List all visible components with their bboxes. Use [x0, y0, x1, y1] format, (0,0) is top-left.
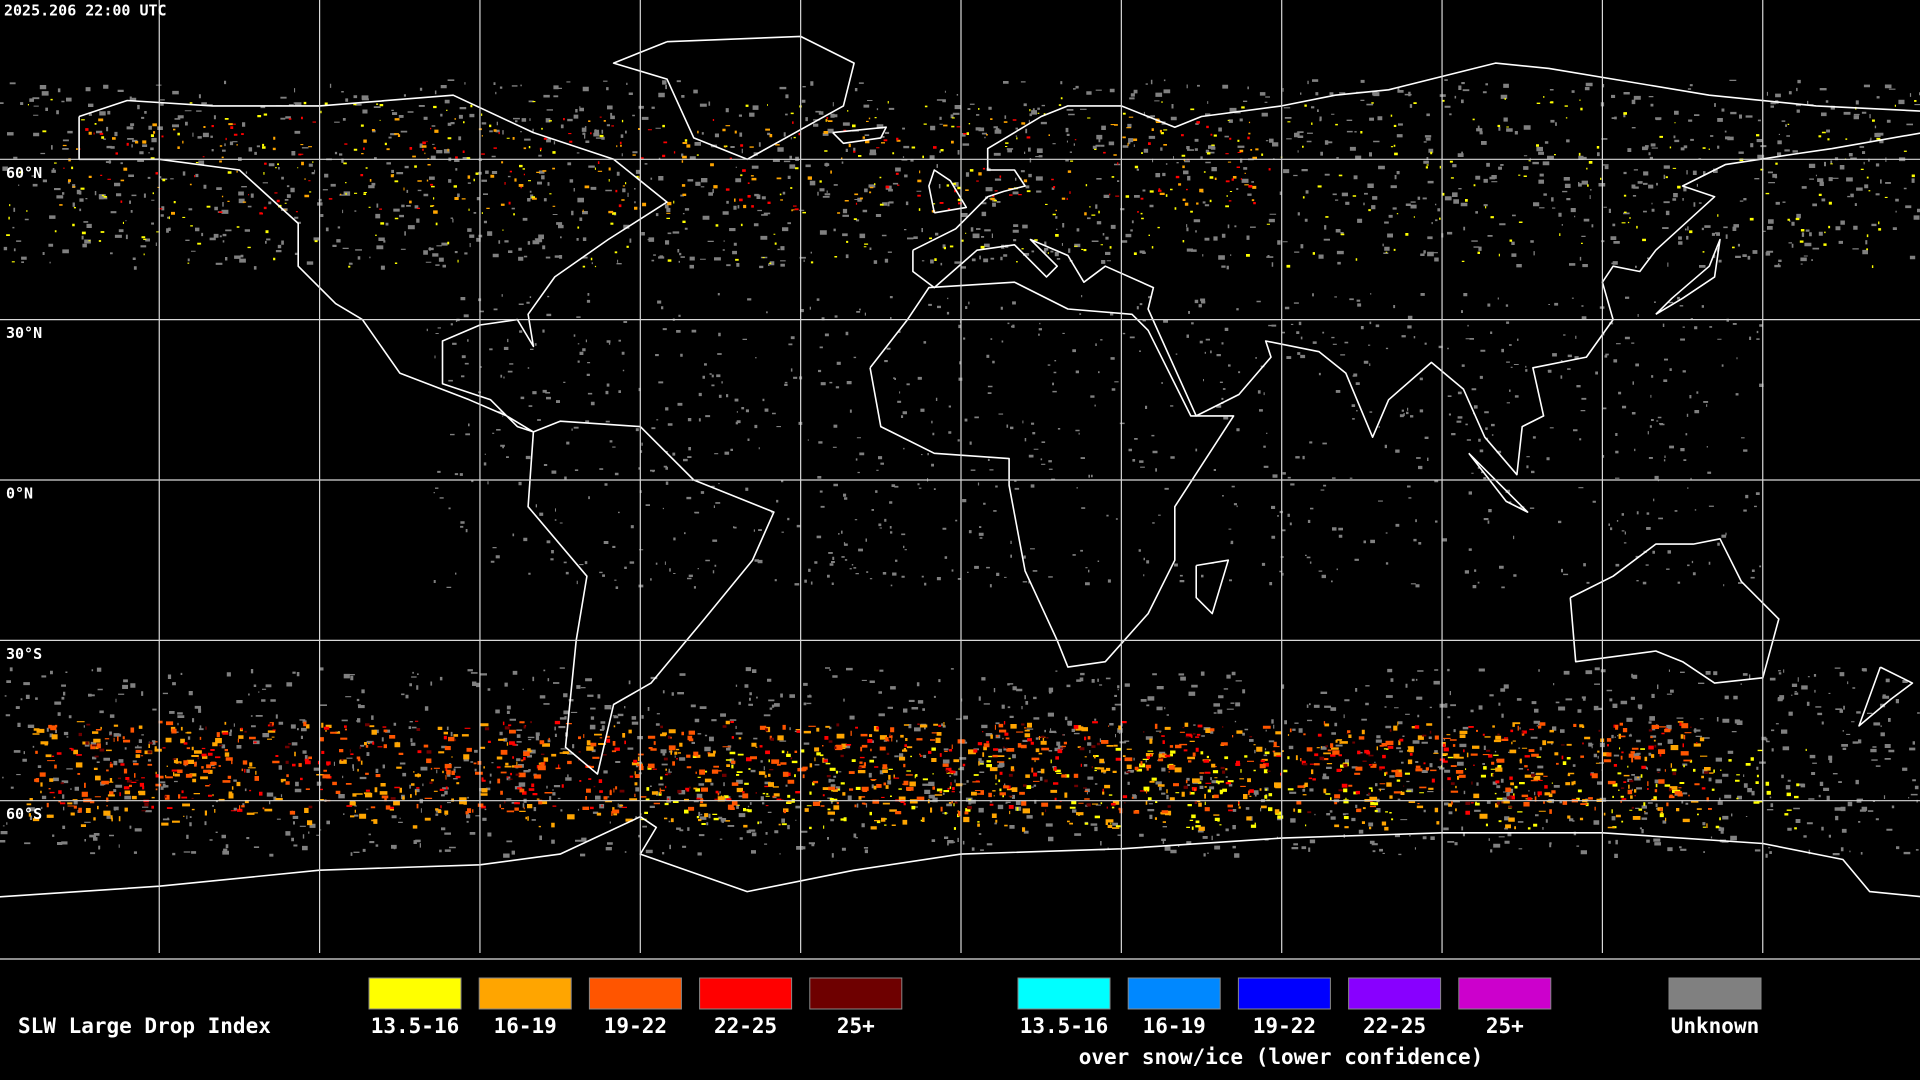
coastline — [1858, 666, 1914, 727]
coastline — [869, 281, 1235, 668]
legend-swatch — [699, 977, 793, 1010]
legend-swatch — [1668, 977, 1762, 1010]
legend-label: 19-22 — [1253, 1014, 1316, 1038]
legend-label: Unknown — [1671, 1014, 1760, 1038]
legend-swatch — [588, 977, 682, 1010]
graticule: 60°N 30°N 0°N 30°S 60°S — [0, 0, 1920, 953]
lat-label: 0°N — [6, 485, 33, 503]
legend-title: SLW Large Drop Index — [18, 1014, 271, 1038]
legend-swatch — [1348, 977, 1442, 1010]
legend-note: over snow/ice (lower confidence) — [1079, 1045, 1484, 1069]
legend-label: 19-22 — [604, 1014, 667, 1038]
coastline — [1195, 559, 1230, 615]
legend-swatch — [1127, 977, 1221, 1010]
lat-label: 60°N — [6, 164, 42, 182]
coastline — [832, 126, 887, 145]
legend-label: 16-19 — [1143, 1014, 1206, 1038]
legend-swatch — [1017, 977, 1111, 1010]
legend-label: 22-25 — [714, 1014, 777, 1038]
lat-label: 30°N — [6, 324, 42, 342]
coastline — [78, 94, 668, 433]
legend-label: 25+ — [837, 1014, 875, 1038]
legend-label: 13.5-16 — [1020, 1014, 1109, 1038]
legend: 13.5-16 16-19 19-22 22-25 25+ 13.5-16 16-19 19-… — [368, 977, 1762, 1038]
coastline — [1655, 238, 1721, 315]
lat-label: 30°S — [6, 645, 42, 663]
legend-swatch — [1458, 977, 1552, 1010]
legend-label: 25+ — [1486, 1014, 1524, 1038]
legend-swatch — [478, 977, 572, 1010]
legend-label: 16-19 — [494, 1014, 557, 1038]
legend-label: 13.5-16 — [371, 1014, 460, 1038]
legend-swatch — [1237, 977, 1331, 1010]
coastline — [527, 420, 775, 775]
legend-swatch — [368, 977, 462, 1010]
legend-swatch — [809, 977, 903, 1010]
timestamp: 2025.206 22:00 UTC — [4, 2, 167, 20]
coastline — [1569, 538, 1780, 684]
lat-label: 60°S — [6, 805, 42, 823]
coastline — [1468, 452, 1529, 513]
legend-label: 22-25 — [1363, 1014, 1426, 1038]
